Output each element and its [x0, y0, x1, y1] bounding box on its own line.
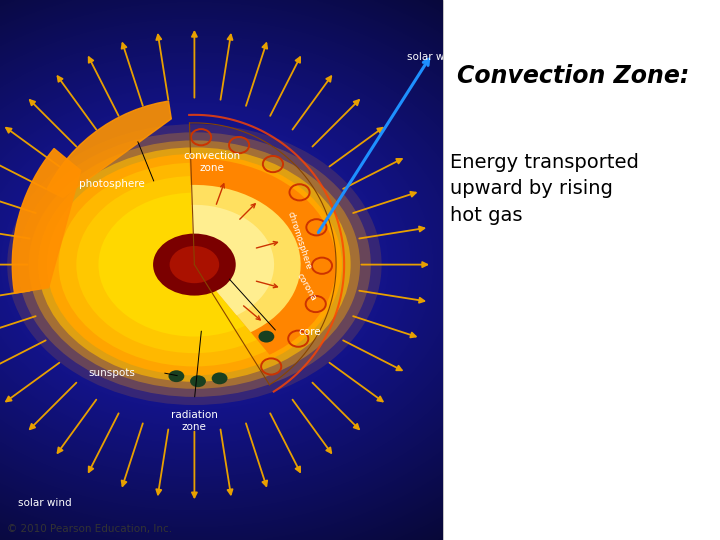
Circle shape: [212, 373, 228, 384]
Text: radiation
zone: radiation zone: [171, 410, 218, 432]
Bar: [443, 0, 720, 540]
Circle shape: [58, 163, 330, 367]
Circle shape: [170, 246, 219, 283]
Wedge shape: [189, 158, 336, 355]
Circle shape: [38, 147, 351, 382]
Text: chromosphere: chromosphere: [285, 210, 312, 271]
Text: solar wind: solar wind: [18, 498, 71, 508]
Circle shape: [258, 330, 274, 342]
Text: sunspots: sunspots: [88, 368, 135, 377]
Circle shape: [153, 234, 235, 295]
Circle shape: [168, 370, 184, 382]
Circle shape: [18, 132, 371, 397]
Circle shape: [47, 154, 342, 375]
Text: convection
zone: convection zone: [184, 151, 241, 173]
Wedge shape: [191, 185, 301, 332]
Text: Energy transported
upward by rising
hot gas: Energy transported upward by rising hot …: [450, 153, 639, 225]
Wedge shape: [192, 205, 274, 315]
Polygon shape: [47, 101, 171, 198]
Text: photosphere: photosphere: [78, 179, 145, 188]
Text: core: core: [299, 327, 321, 337]
Circle shape: [29, 140, 360, 389]
Text: solar wind: solar wind: [407, 52, 460, 62]
Polygon shape: [12, 148, 81, 293]
Circle shape: [190, 375, 206, 387]
Text: corona: corona: [294, 272, 318, 303]
Circle shape: [76, 176, 312, 353]
Circle shape: [7, 124, 382, 405]
Circle shape: [99, 193, 290, 336]
Text: Convection Zone:: Convection Zone:: [457, 64, 690, 87]
Text: © 2010 Pearson Education, Inc.: © 2010 Pearson Education, Inc.: [7, 523, 172, 534]
